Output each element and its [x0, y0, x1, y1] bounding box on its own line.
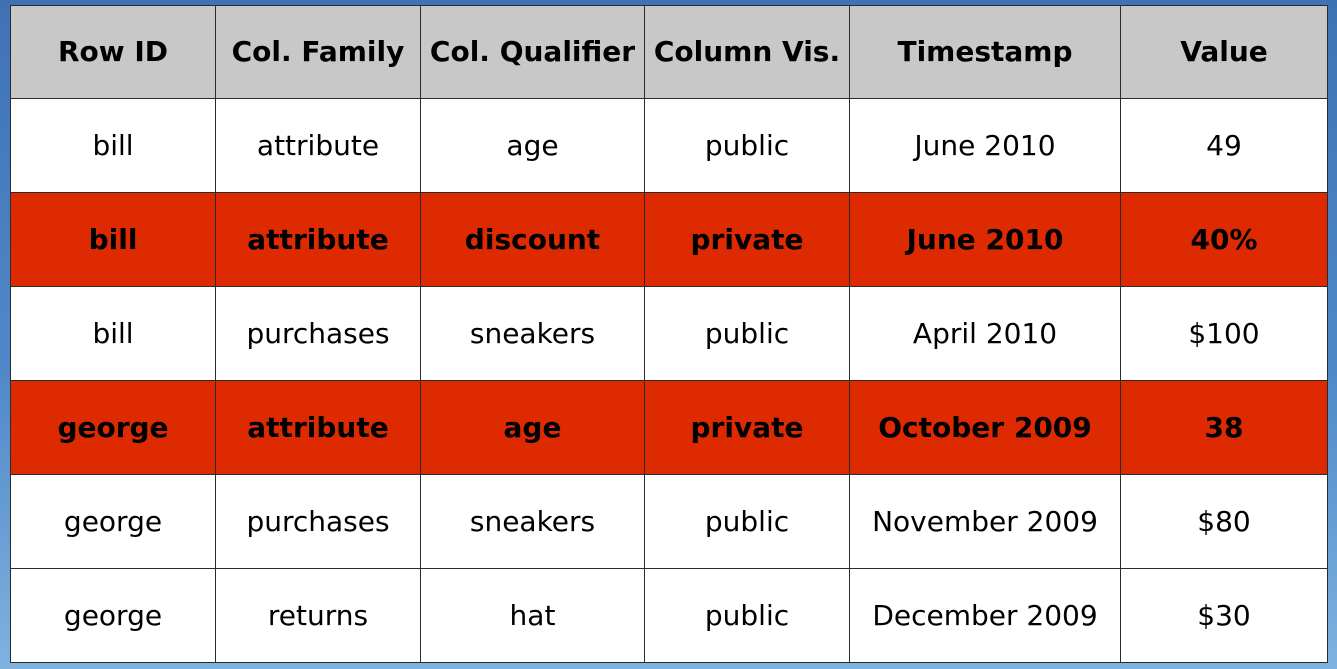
cell-row-id: george	[10, 568, 216, 663]
cell-col-family: attribute	[215, 380, 421, 475]
table-header: Row ID Col. Family Col. Qualifier Column…	[10, 5, 1328, 99]
table-row: bill attribute age public June 2010 49	[10, 98, 1328, 193]
accumulo-key-value-table: Row ID Col. Family Col. Qualifier Column…	[10, 5, 1328, 663]
header-col-qualifier: Col. Qualifier	[420, 5, 645, 99]
cell-timestamp: June 2010	[849, 98, 1121, 193]
cell-timestamp: October 2009	[849, 380, 1121, 475]
cell-value: 40%	[1120, 192, 1328, 287]
table-row-private: george attribute age private October 200…	[10, 380, 1328, 475]
cell-row-id: george	[10, 380, 216, 475]
table-row: george returns hat public December 2009 …	[10, 568, 1328, 663]
cell-col-family: purchases	[215, 474, 421, 569]
cell-column-visibility: public	[644, 568, 850, 663]
cell-value: $80	[1120, 474, 1328, 569]
cell-timestamp: June 2010	[849, 192, 1121, 287]
cell-timestamp: November 2009	[849, 474, 1121, 569]
cell-col-family: attribute	[215, 192, 421, 287]
cell-row-id: bill	[10, 192, 216, 287]
cell-value: $30	[1120, 568, 1328, 663]
cell-column-visibility: private	[644, 192, 850, 287]
cell-value: 38	[1120, 380, 1328, 475]
cell-col-qualifier: discount	[420, 192, 645, 287]
cell-row-id: bill	[10, 98, 216, 193]
header-column-visibility: Column Vis.	[644, 5, 850, 99]
cell-col-qualifier: hat	[420, 568, 645, 663]
cell-col-family: purchases	[215, 286, 421, 381]
cell-timestamp: April 2010	[849, 286, 1121, 381]
table-row: bill purchases sneakers public April 201…	[10, 286, 1328, 381]
header-row: Row ID Col. Family Col. Qualifier Column…	[10, 5, 1328, 99]
header-row-id: Row ID	[10, 5, 216, 99]
header-col-family: Col. Family	[215, 5, 421, 99]
table-row-private: bill attribute discount private June 201…	[10, 192, 1328, 287]
header-timestamp: Timestamp	[849, 5, 1121, 99]
cell-row-id: bill	[10, 286, 216, 381]
cell-column-visibility: private	[644, 380, 850, 475]
cell-col-family: returns	[215, 568, 421, 663]
cell-row-id: george	[10, 474, 216, 569]
cell-timestamp: December 2009	[849, 568, 1121, 663]
data-table-frame: Row ID Col. Family Col. Qualifier Column…	[10, 5, 1328, 663]
cell-value: $100	[1120, 286, 1328, 381]
cell-col-qualifier: age	[420, 98, 645, 193]
cell-column-visibility: public	[644, 474, 850, 569]
cell-column-visibility: public	[644, 286, 850, 381]
cell-col-qualifier: sneakers	[420, 474, 645, 569]
cell-col-qualifier: age	[420, 380, 645, 475]
table-body: bill attribute age public June 2010 49 b…	[10, 98, 1328, 663]
header-value: Value	[1120, 5, 1328, 99]
cell-col-family: attribute	[215, 98, 421, 193]
cell-col-qualifier: sneakers	[420, 286, 645, 381]
cell-column-visibility: public	[644, 98, 850, 193]
table-row: george purchases sneakers public Novembe…	[10, 474, 1328, 569]
cell-value: 49	[1120, 98, 1328, 193]
